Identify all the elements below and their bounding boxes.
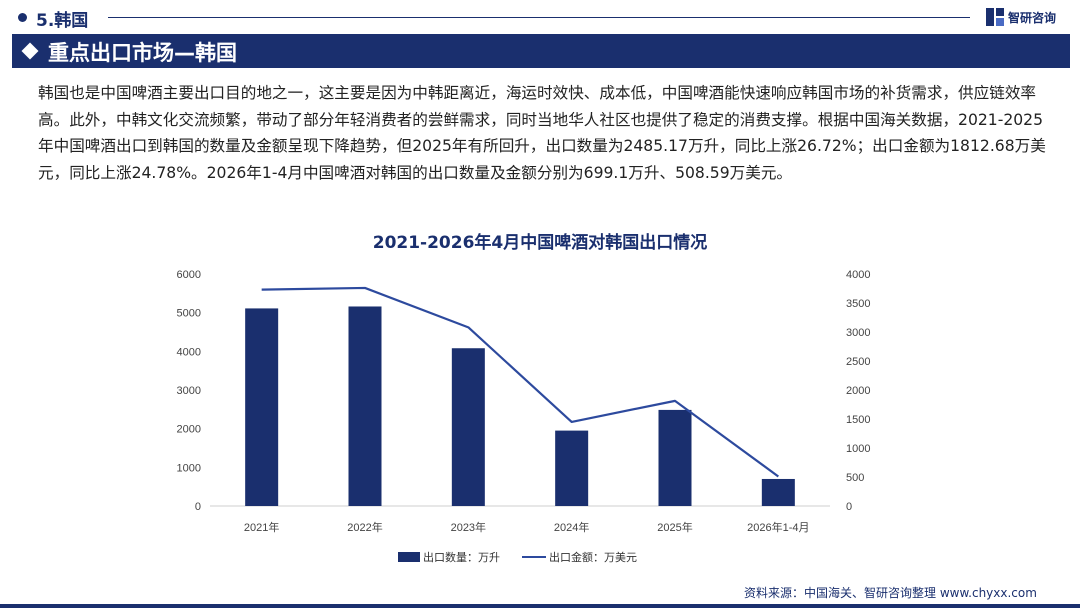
y-left-tick-label: 5000 — [177, 308, 201, 320]
bar-export-volume — [658, 409, 692, 506]
y-right-tick-label: 3000 — [846, 327, 870, 339]
legend-line-label: 出口金额：万美元 — [549, 551, 637, 564]
banner-title: 重点出口市场—韩国 — [48, 41, 237, 65]
intro-paragraph: 韩国也是中国啤酒主要出口目的地之一，这主要是因为中韩距离近，海运时效快、成本低，… — [38, 84, 1046, 182]
y-left-tick-label: 1000 — [177, 462, 201, 474]
y-right-tick-label: 1500 — [846, 414, 870, 426]
x-tick-label: 2022年 — [347, 520, 382, 534]
y-right-tick-label: 1000 — [846, 443, 870, 455]
y-left-tick-label: 0 — [195, 501, 201, 513]
chart-title: 2021-2026年4月中国啤酒对韩国出口情况 — [372, 233, 708, 253]
brand-logo: 智研咨询 — [986, 7, 1056, 27]
brand-logo-text: 智研咨询 — [1008, 10, 1057, 25]
legend-bar-label: 出口数量：万升 — [423, 551, 500, 564]
section-title: 5.韩国 — [36, 11, 89, 31]
x-tick-label: 2024年 — [554, 520, 589, 534]
x-tick-label: 2026年1-4月 — [747, 520, 809, 534]
y-left-tick-label: 3000 — [177, 385, 201, 397]
top-bar: 5.韩国 智研咨询 — [0, 0, 1080, 34]
y-left-tick-label: 2000 — [177, 424, 201, 436]
top-divider — [108, 17, 970, 18]
bar-export-volume — [761, 478, 795, 506]
x-tick-label: 2023年 — [451, 520, 486, 534]
bar-export-volume — [245, 308, 279, 506]
bar-export-volume — [451, 348, 485, 506]
legend-bar-swatch — [398, 552, 420, 562]
source-note: 资料来源：中国海关、智研咨询整理 www.chyxx.com — [744, 586, 1037, 600]
y-right-tick-label: 0 — [846, 501, 852, 513]
y-right-tick-label: 3500 — [846, 298, 870, 310]
chart-legend: 出口数量：万升 出口金额：万美元 — [398, 549, 637, 565]
bar-export-volume — [555, 430, 589, 506]
y-right-tick-label: 2000 — [846, 385, 870, 397]
bar-export-volume — [348, 306, 382, 506]
y-left-tick-label: 4000 — [177, 346, 201, 358]
legend-line-swatch — [522, 556, 546, 558]
y-right-tick-label: 4000 — [846, 269, 870, 281]
brand-logo-icon — [986, 8, 1004, 26]
bullet-dot-icon — [18, 13, 27, 22]
bottom-divider — [0, 604, 1080, 608]
y-right-tick-label: 500 — [846, 472, 864, 484]
line-export-value — [261, 286, 779, 478]
x-tick-label: 2025年 — [657, 520, 692, 534]
section-banner: 重点出口市场—韩国 — [12, 34, 1070, 68]
x-tick-label: 2021年 — [244, 520, 279, 534]
y-right-tick-label: 2500 — [846, 356, 870, 368]
y-left-tick-label: 6000 — [177, 269, 201, 281]
